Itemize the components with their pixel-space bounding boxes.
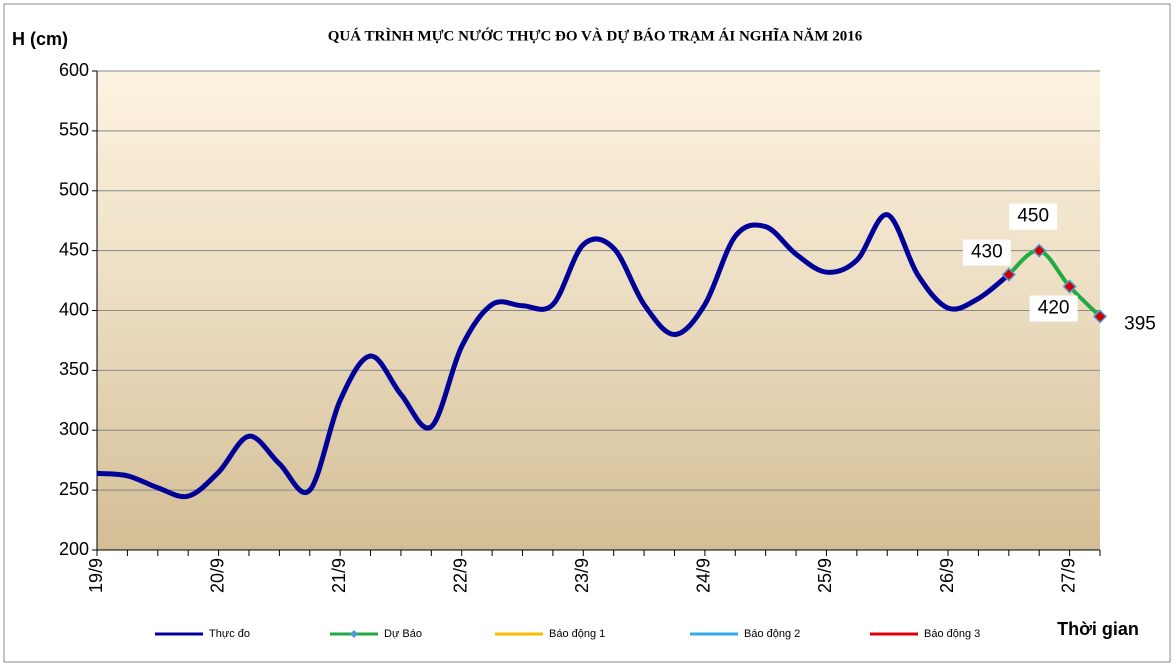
y-tick-label: 350 [59,359,89,379]
legend-label: Báo động 3 [924,628,980,640]
y-axis-label: H (cm) [12,29,68,49]
data-label-box [962,239,1011,266]
y-tick-label: 550 [59,120,89,140]
y-tick-label: 500 [59,180,89,200]
legend-marker [350,630,358,638]
x-tick-label: 26/9 [937,558,957,593]
x-axis-label: Thời gian [1057,619,1139,639]
legend-label: Dự Báo [384,628,422,640]
y-tick-label: 250 [59,479,89,499]
x-tick-label: 25/9 [815,558,835,593]
data-label-box [1009,203,1058,230]
legend-label: Báo động 2 [744,628,800,640]
series-line [1007,248,1102,318]
marker [1032,243,1047,258]
x-tick-label: 20/9 [207,558,227,593]
x-tick-label: 23/9 [572,558,592,593]
x-tick-label: 19/9 [86,558,106,593]
series-line [96,212,1011,500]
marker [1092,309,1108,324]
legend-label: Thực đo [209,628,250,640]
data-label: 395 [1124,314,1156,335]
data-label-box [1029,295,1078,322]
data-label: 430 [971,242,1003,263]
y-tick-label: 600 [59,60,89,80]
marker [1062,279,1077,294]
chart-title: QUÁ TRÌNH MỰC NƯỚC THỰC ĐO VÀ DỰ BÁO TRẠ… [328,26,863,44]
x-tick-label: 22/9 [450,558,470,593]
y-tick-label: 400 [59,299,89,319]
x-tick-label: 24/9 [694,558,714,593]
y-tick-label: 450 [59,239,89,259]
marker [1001,267,1016,282]
legend-label: Báo động 1 [549,628,605,640]
x-tick-label: 27/9 [1058,558,1078,593]
y-tick-label: 300 [59,419,89,439]
data-label: 420 [1038,298,1070,319]
x-tick-label: 21/9 [329,558,349,593]
y-tick-label: 200 [59,539,89,559]
data-label: 450 [1017,206,1049,227]
